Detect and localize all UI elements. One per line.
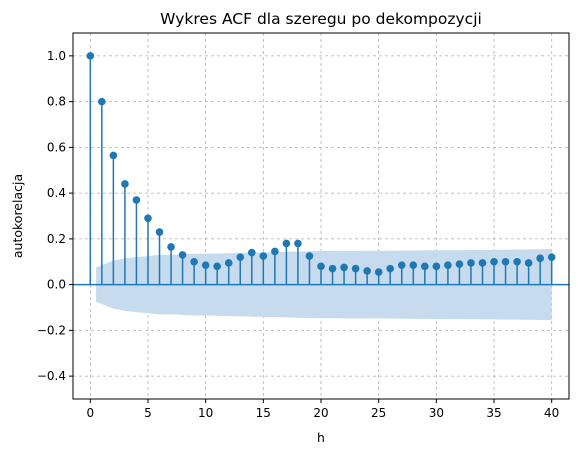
acf-point xyxy=(490,257,498,266)
y-axis-label: autokorelacja xyxy=(10,174,25,258)
x-tick-label: 20 xyxy=(313,406,328,420)
y-axis-ticks: −0.4 −0.2 0.0 0.2 0.4 0.6 0.8 1.0 xyxy=(37,49,73,383)
acf-point xyxy=(98,97,106,106)
acf-point xyxy=(421,262,429,271)
acf-point xyxy=(340,263,348,272)
acf-point xyxy=(328,264,337,273)
acf-point xyxy=(201,261,210,269)
acf-point xyxy=(374,268,383,276)
acf-stems xyxy=(86,52,556,285)
acf-point xyxy=(317,262,325,271)
acf-point xyxy=(236,253,245,261)
chart-title: Wykres ACF dla szeregu po dekompozycji xyxy=(160,10,482,28)
acf-point xyxy=(247,248,256,257)
x-tick-label: 25 xyxy=(371,406,386,420)
y-tick-label: 0.0 xyxy=(47,278,66,292)
acf-point xyxy=(524,259,533,267)
y-tick-label: 1.0 xyxy=(47,49,66,63)
acf-point xyxy=(259,252,268,260)
acf-point xyxy=(144,214,152,223)
acf-point xyxy=(351,264,360,273)
x-tick-label: 10 xyxy=(198,406,213,420)
acf-point xyxy=(467,259,475,267)
y-tick-label: 0.8 xyxy=(47,95,66,109)
acf-point xyxy=(444,261,452,269)
acf-point xyxy=(397,261,406,269)
x-tick-label: 0 xyxy=(86,406,94,420)
acf-point xyxy=(132,196,141,204)
y-tick-label: 0.2 xyxy=(47,232,66,246)
y-tick-label: −0.2 xyxy=(37,323,66,337)
x-tick-label: 35 xyxy=(486,406,501,420)
acf-point xyxy=(86,52,95,60)
acf-point xyxy=(513,257,521,266)
x-axis-label: h xyxy=(317,430,325,445)
acf-point xyxy=(432,262,441,271)
acf-point xyxy=(363,267,371,275)
x-tick-label: 15 xyxy=(256,406,271,420)
acf-point xyxy=(478,259,487,267)
acf-point xyxy=(109,151,118,160)
x-tick-label: 40 xyxy=(544,406,559,420)
x-tick-label: 30 xyxy=(429,406,444,420)
acf-point xyxy=(121,180,129,188)
acf-point xyxy=(409,261,418,269)
acf-point xyxy=(501,257,510,266)
acf-point xyxy=(167,243,175,251)
y-tick-label: −0.4 xyxy=(37,369,66,383)
acf-point xyxy=(547,253,556,261)
x-axis-ticks: 0 5 10 15 20 25 30 35 40 xyxy=(86,399,559,420)
acf-point xyxy=(305,252,314,260)
y-tick-label: 0.4 xyxy=(47,186,66,200)
acf-point xyxy=(271,247,279,256)
acf-point xyxy=(294,239,302,248)
acf-point xyxy=(224,259,233,267)
acf-point xyxy=(455,260,464,268)
x-tick-label: 5 xyxy=(144,406,152,420)
acf-point xyxy=(536,254,544,263)
acf-point xyxy=(282,239,291,248)
acf-point xyxy=(155,228,164,236)
acf-point xyxy=(213,262,221,271)
acf-point xyxy=(386,264,395,273)
acf-point xyxy=(178,251,187,259)
y-tick-label: 0.6 xyxy=(47,140,66,154)
acf-point xyxy=(190,257,198,266)
